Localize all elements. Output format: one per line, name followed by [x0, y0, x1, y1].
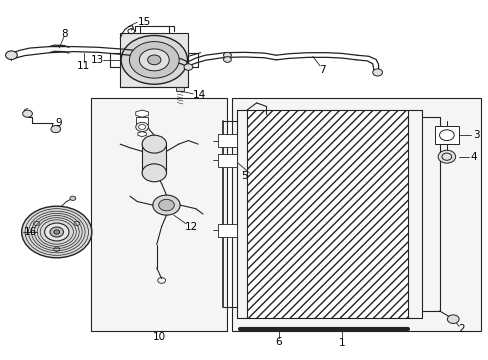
Bar: [232, 98, 480, 330]
Text: 8: 8: [61, 29, 67, 39]
Text: 16: 16: [23, 227, 37, 237]
Circle shape: [183, 64, 192, 70]
Circle shape: [158, 199, 174, 211]
Bar: [434, 126, 458, 144]
Text: 9: 9: [55, 118, 61, 128]
Circle shape: [70, 196, 76, 201]
Text: 14: 14: [193, 90, 206, 100]
Bar: [91, 98, 227, 330]
Bar: [217, 154, 237, 167]
Circle shape: [437, 150, 455, 163]
Polygon shape: [138, 132, 146, 136]
Circle shape: [129, 41, 179, 78]
Circle shape: [54, 230, 60, 234]
Text: 2: 2: [458, 324, 465, 334]
Text: 1: 1: [338, 338, 345, 348]
Bar: [120, 33, 188, 87]
Circle shape: [147, 55, 161, 65]
Polygon shape: [136, 110, 148, 117]
Text: 10: 10: [152, 332, 165, 342]
Circle shape: [372, 69, 382, 76]
Circle shape: [136, 122, 148, 132]
Circle shape: [223, 57, 231, 62]
Text: 13: 13: [90, 55, 103, 65]
Circle shape: [5, 51, 17, 59]
Circle shape: [121, 36, 187, 84]
Text: 15: 15: [137, 17, 150, 27]
Text: 7: 7: [319, 64, 325, 75]
Circle shape: [51, 126, 61, 133]
Circle shape: [50, 227, 63, 237]
Circle shape: [142, 164, 166, 182]
Text: 3: 3: [472, 130, 478, 140]
Circle shape: [139, 125, 145, 130]
Text: 12: 12: [185, 222, 198, 232]
Circle shape: [21, 206, 92, 258]
Circle shape: [139, 49, 169, 71]
Circle shape: [22, 110, 32, 117]
Circle shape: [223, 52, 231, 58]
Circle shape: [44, 223, 69, 241]
Bar: [142, 144, 166, 173]
Bar: [246, 110, 407, 318]
Text: 4: 4: [469, 152, 476, 162]
Circle shape: [153, 195, 180, 215]
Circle shape: [447, 315, 458, 323]
Bar: [136, 117, 148, 125]
Text: 5: 5: [241, 171, 247, 181]
Circle shape: [142, 135, 166, 153]
Bar: [217, 134, 237, 147]
Bar: [176, 87, 183, 91]
Text: 11: 11: [77, 61, 90, 71]
Bar: [217, 224, 237, 237]
Text: 6: 6: [275, 337, 282, 347]
